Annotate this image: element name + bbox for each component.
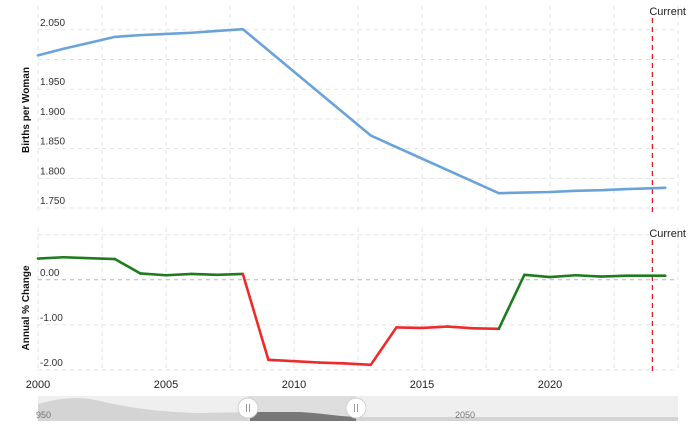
bottom-y-tick-label: -1.00 <box>40 313 63 324</box>
x-tick-label: 2005 <box>154 379 178 391</box>
top-y-tick-label: 2.050 <box>40 18 65 29</box>
annual-change-segment <box>217 274 243 275</box>
top-current-label: Current <box>649 6 686 18</box>
annual-change-segment <box>499 275 525 329</box>
bottom-y-tick-label: 0.00 <box>40 268 60 279</box>
bottom-y-axis-label: Annual % Change <box>21 265 32 350</box>
annual-change-segment <box>64 257 90 258</box>
annual-change-segment <box>115 259 141 273</box>
navigator-left-handle[interactable] <box>238 398 258 418</box>
annual-change-segment <box>576 275 602 276</box>
annual-change-segment <box>294 361 320 362</box>
top-y-tick-label: 1.850 <box>40 137 65 148</box>
annual-change-segment <box>448 327 474 329</box>
navigator-future-shape <box>356 417 678 421</box>
annual-change-segment <box>601 276 627 277</box>
annual-change-segment <box>89 258 115 259</box>
top-y-tick-label: 1.950 <box>40 77 65 88</box>
top-y-axis-label: Births per Woman <box>21 67 32 153</box>
top-y-tick-label: 1.800 <box>40 166 65 177</box>
annual-change-segment <box>422 327 448 328</box>
x-tick-label: 2015 <box>410 379 434 391</box>
annual-change-segment <box>345 363 371 364</box>
annual-change-segment <box>268 360 294 361</box>
bottom-y-tick-label: -2.00 <box>40 358 63 369</box>
top-chart-panel: 2.050 1.950 1.900 1.850 1.800 1.750 Births per… <box>21 6 686 214</box>
x-axis: 2000 2005 2010 2015 2020 <box>26 379 562 391</box>
annual-change-segment <box>192 274 218 275</box>
navigator-right-handle[interactable] <box>346 398 366 418</box>
annual-change-segment <box>38 257 64 258</box>
navigator-label: 2050 <box>455 410 475 420</box>
annual-change-segment <box>166 274 192 275</box>
fertility-rate-line <box>38 29 665 193</box>
annual-change-segment <box>371 327 397 364</box>
top-y-tick-label: 1.750 <box>40 196 65 207</box>
annual-change-segment <box>524 275 550 277</box>
x-tick-label: 2020 <box>538 379 562 391</box>
annual-change-segment <box>550 275 576 277</box>
x-tick-label: 2000 <box>26 379 50 391</box>
navigator-label: 950 <box>36 410 51 420</box>
annual-change-segment <box>320 363 346 364</box>
bottom-chart-panel: 0.00 -1.00 -2.00 Annual % Change Current <box>21 228 686 372</box>
bottom-current-label: Current <box>649 228 686 240</box>
navigator[interactable]: 950 2050 <box>36 396 678 421</box>
annual-change-segment <box>140 273 166 275</box>
top-y-tick-label: 1.900 <box>40 107 65 118</box>
annual-change-segment <box>243 274 269 360</box>
x-tick-label: 2010 <box>282 379 306 391</box>
